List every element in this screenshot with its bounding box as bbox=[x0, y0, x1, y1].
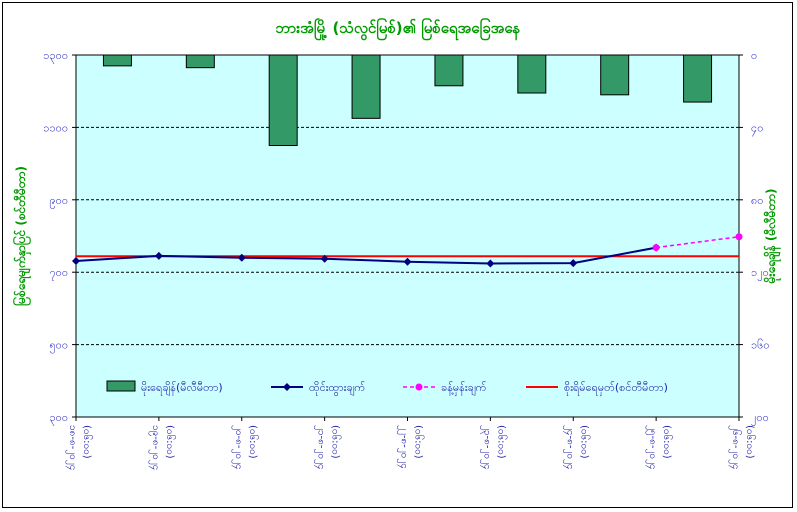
rain-bar bbox=[351, 54, 381, 119]
right-tick-label: ၈၀ bbox=[751, 194, 763, 207]
observed-line bbox=[75, 246, 657, 265]
forecast-point bbox=[735, 233, 743, 241]
x-tick-label-group: ၁၉-၈-၂၀၂၄ (၀၆:၀၀) bbox=[148, 425, 177, 470]
plot-area bbox=[76, 55, 739, 417]
x-tick-label: ၂၁-၈-၂၀၂၄ bbox=[314, 425, 327, 470]
legend-swatch-rain bbox=[106, 380, 136, 392]
chart: ၃၀၀ ၅၀၀ ၇၀၀ ၉၀၀ ၁၁၀၀ ၁၃၀၀ ၀၄၀၈၀၁၂၀၁၆၀၂၀၀၁၈-၈-၂… bbox=[11, 17, 782, 470]
legend-marker-forecast bbox=[415, 383, 423, 391]
right-axis-title: မိုးရေချိန် (မီလီမီတာ) bbox=[762, 189, 782, 285]
legend-label-rain: မိုးရေချိန်(မီလီမီတာ) bbox=[141, 381, 223, 396]
x-tick-label-time: (၀၆:၀၀) bbox=[81, 425, 94, 459]
legend-label-danger: စိုးရိမ်ရေမှတ်(စင်တီမီတာ) bbox=[564, 381, 668, 396]
x-tick-label: ၂၅-၈-၂၀၂၄ bbox=[645, 425, 658, 470]
legend-marker-observed bbox=[283, 383, 291, 391]
x-tick-label-group: ၂၄-၈-၂၀၂၄ (၀၆:၀၀) bbox=[562, 425, 591, 470]
right-tick-label: ၄၀ bbox=[751, 121, 763, 136]
observed-point bbox=[486, 259, 495, 268]
x-tick-label-time: (၀၆:၀၀) bbox=[578, 425, 591, 459]
x-tick-label-time: (၀၆:၀၀) bbox=[661, 425, 674, 459]
x-tick-label-time: (၀၆:၀၀) bbox=[164, 425, 177, 459]
left-axis-title: မြစ်ရေမျက်နှာပြင် (စင်တီမီတာ) bbox=[11, 166, 32, 306]
rain-bar bbox=[268, 54, 298, 146]
x-tick-label-time: (၀၆:၀၀) bbox=[744, 425, 757, 459]
x-tick-label: ၁၈-၈-၂၀၂၄ bbox=[65, 425, 78, 470]
observed-point bbox=[237, 253, 246, 262]
x-tick-label: ၁၉-၈-၂၀၂၄ bbox=[148, 425, 161, 470]
left-tick-label: ၁၁၀၀ bbox=[43, 121, 68, 134]
observed-point bbox=[72, 256, 80, 265]
x-tick-label-group: ၂၀-၈-၂၀၂၄ (၀၆:၀၀) bbox=[231, 425, 260, 470]
x-tick-label-group: ၂၃-၈-၂၀၂၄ (၀၆:၀၀) bbox=[479, 425, 508, 470]
x-tick-label-group: ၂၂-၈-၂၀၂၄ (၀၆:၀၀) bbox=[397, 425, 426, 469]
x-tick-label: ၂၄-၈-၂၀၂၄ bbox=[562, 425, 575, 470]
x-tick-label-group: ၂၅-၈-၂၀၂၄ (၀၆:၀၀) bbox=[645, 425, 674, 470]
x-tick-label: ၂၆-၈-၂၀၂၄ bbox=[728, 425, 743, 470]
rain-bar bbox=[517, 54, 547, 94]
observed-point bbox=[154, 251, 163, 260]
right-tick-label: ၀ bbox=[751, 49, 757, 62]
x-tick-label-time: (၀၆:၀၀) bbox=[495, 425, 508, 459]
x-tick-label-group: ၂၁-၈-၂၀၂၄ (၀၆:၀၀) bbox=[314, 425, 343, 470]
right-axis-title-group: မိုးရေချိန် (မီလီမီတာ) bbox=[762, 189, 782, 285]
forecast-point bbox=[652, 244, 660, 252]
observed-point bbox=[403, 257, 412, 266]
rain-bar bbox=[600, 54, 630, 96]
legend-label-observed: ထိုင်းထွားချက် bbox=[309, 381, 365, 396]
right-tick-label: ၂၀၀ bbox=[751, 411, 769, 426]
left-tick-label: ၅၀၀ bbox=[49, 339, 68, 354]
x-tick-label-group: ၂၆-၈-၂၀၂၄ (၀၆:၀၀) bbox=[728, 425, 757, 470]
x-tick-label-time: (၀၆:၀၀) bbox=[330, 425, 343, 459]
x-tick-label-time: (၀၆:၀၀) bbox=[413, 425, 426, 459]
rain-bar-edge bbox=[102, 54, 132, 67]
left-axis-title-group: မြစ်ရေမျက်နှာပြင် (စင်တီမီတာ) bbox=[11, 166, 32, 306]
legend-label-forecast: ခန့်မှန်းချက် bbox=[441, 381, 487, 396]
x-tick-label: ၂၃-၈-၂၀၂၄ bbox=[479, 425, 492, 470]
right-tick-label: ၁၂၀ bbox=[751, 266, 769, 281]
right-tick-label: ၁၆၀ bbox=[751, 339, 770, 352]
left-tick-label: ၃၀၀ bbox=[49, 411, 68, 426]
rain-bar bbox=[185, 54, 215, 69]
x-tick-label: ၂၀-၈-၂၀၂၄ bbox=[231, 425, 244, 470]
x-tick-label: ၂၂-၈-၂၀၂၄ bbox=[397, 425, 410, 469]
x-tick-label-group: ၁၈-၈-၂၀၂၄ (၀၆:၀၀) bbox=[65, 425, 94, 470]
chart-title: ဘားအံမြို့ (သံလွင်မြစ်)၏ မြစ်ရေအခြေအနေ bbox=[276, 17, 521, 41]
x-tick-label-time: (၀၆:၀၀) bbox=[247, 425, 260, 459]
left-tick-label: ၇၀၀ bbox=[49, 266, 68, 281]
rain-bar bbox=[434, 54, 464, 87]
observed-point bbox=[569, 259, 578, 268]
left-tick-label: ၁၃၀၀ bbox=[43, 49, 68, 64]
rain-bar bbox=[683, 54, 713, 103]
left-tick-label: ၉၀၀ bbox=[49, 194, 68, 209]
observed-point bbox=[320, 254, 329, 263]
